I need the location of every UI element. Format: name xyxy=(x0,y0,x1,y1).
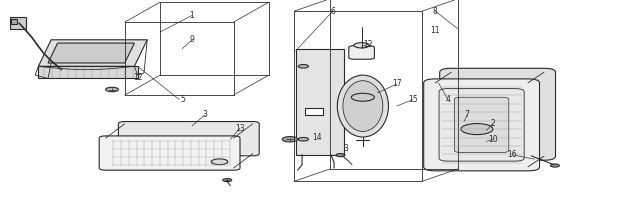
Text: 11: 11 xyxy=(431,27,440,35)
Circle shape xyxy=(282,137,298,142)
Circle shape xyxy=(211,159,228,165)
Text: 12: 12 xyxy=(133,73,142,82)
Text: 9: 9 xyxy=(189,35,195,44)
Text: 14: 14 xyxy=(312,133,322,141)
Text: 17: 17 xyxy=(392,80,402,88)
Text: 13: 13 xyxy=(235,124,245,133)
Circle shape xyxy=(106,87,118,92)
Circle shape xyxy=(550,164,559,167)
Polygon shape xyxy=(38,40,147,66)
Bar xyxy=(305,108,323,115)
FancyBboxPatch shape xyxy=(99,136,240,170)
Text: 16: 16 xyxy=(507,150,517,159)
Text: 15: 15 xyxy=(408,95,418,104)
Text: 7: 7 xyxy=(465,110,470,119)
Text: 8: 8 xyxy=(433,7,438,15)
Circle shape xyxy=(461,124,493,135)
FancyBboxPatch shape xyxy=(439,89,524,161)
Bar xyxy=(296,49,344,155)
Circle shape xyxy=(336,154,345,157)
Ellipse shape xyxy=(343,81,383,131)
Text: 5: 5 xyxy=(180,95,185,104)
Text: 10: 10 xyxy=(488,135,498,144)
Bar xyxy=(10,17,26,29)
Text: 12: 12 xyxy=(364,40,372,49)
Text: 3: 3 xyxy=(202,110,207,119)
Polygon shape xyxy=(38,66,138,78)
FancyBboxPatch shape xyxy=(424,79,540,171)
Text: 2: 2 xyxy=(490,119,495,128)
Circle shape xyxy=(298,65,308,68)
FancyBboxPatch shape xyxy=(440,68,556,160)
Circle shape xyxy=(354,43,369,48)
Circle shape xyxy=(298,137,308,141)
Text: 1: 1 xyxy=(189,11,195,20)
Polygon shape xyxy=(48,43,134,63)
Circle shape xyxy=(56,68,67,72)
Bar xyxy=(11,19,17,24)
Circle shape xyxy=(351,93,374,101)
FancyBboxPatch shape xyxy=(454,97,509,152)
Text: 4: 4 xyxy=(445,95,451,104)
FancyBboxPatch shape xyxy=(349,46,374,59)
Circle shape xyxy=(49,59,64,65)
Text: 3: 3 xyxy=(343,144,348,152)
FancyBboxPatch shape xyxy=(118,122,259,156)
Text: 6: 6 xyxy=(330,7,335,15)
Circle shape xyxy=(223,179,232,182)
Ellipse shape xyxy=(337,75,388,137)
